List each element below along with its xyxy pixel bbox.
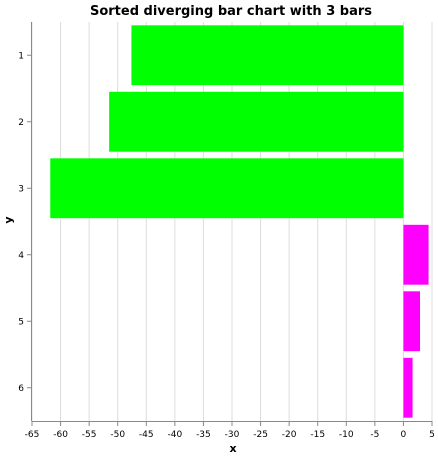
y-tick-label: 1: [18, 51, 24, 61]
y-axis-title: y: [2, 216, 15, 223]
axes: -65 -60 -55 -50 -45 -40 -35 -30 -25 -20 -15 -10 -5 0 5…: [18, 22, 435, 440]
x-tick-label: -10: [339, 430, 354, 440]
x-tick-label: -45: [139, 430, 154, 440]
x-tick-label: -35: [196, 430, 211, 440]
x-tick-label: 5: [429, 430, 435, 440]
x-tick-label: -5: [370, 430, 379, 440]
chart-title: Sorted diverging bar chart with 3 bars: [90, 4, 372, 19]
x-tick-label: 0: [401, 430, 407, 440]
x-tick-label: -25: [253, 430, 268, 440]
y-tick-label: 6: [18, 384, 24, 394]
x-tick-label: -30: [225, 430, 240, 440]
bar-2: [109, 91, 404, 152]
bar-4: [403, 224, 429, 285]
x-tick-label: -20: [282, 430, 297, 440]
bar-3: [50, 158, 404, 219]
x-tick-label: -40: [168, 430, 183, 440]
bar-1: [131, 25, 404, 86]
bar-5: [403, 291, 420, 352]
x-axis-title: x: [229, 442, 236, 455]
x-tick-label: -65: [25, 430, 40, 440]
gridlines: [31, 22, 433, 421]
bars: [50, 25, 429, 418]
x-tick-label: -15: [310, 430, 325, 440]
x-tick-label: -50: [110, 430, 125, 440]
y-tick-label: 4: [18, 251, 24, 261]
bar-6: [403, 357, 413, 418]
y-tick-label: 2: [18, 118, 24, 128]
y-tick-label: 5: [18, 317, 24, 327]
y-tick-label: 3: [18, 184, 24, 194]
x-tick-label: -60: [53, 430, 68, 440]
x-tick-label: -55: [82, 430, 97, 440]
